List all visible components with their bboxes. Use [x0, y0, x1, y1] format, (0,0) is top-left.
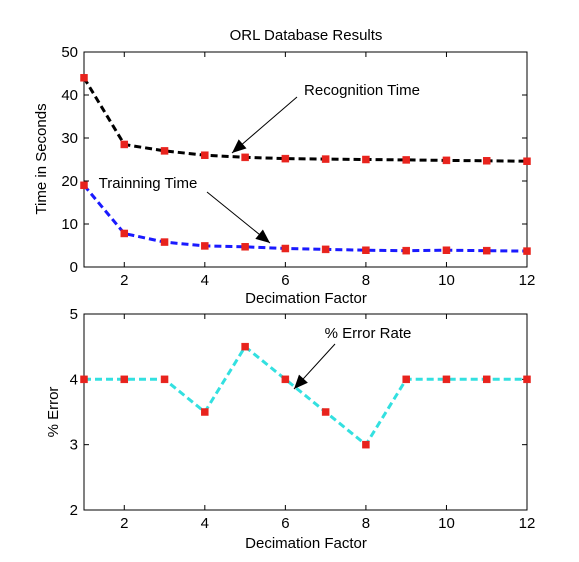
bottom-series-line-0 [84, 344, 527, 447]
top-series-line-0 [82, 77, 528, 163]
top-annotation-arrow-head [232, 139, 247, 153]
top-x-tick-label: 6 [281, 272, 289, 289]
bottom-x-axis: 2 4 6 8 10 12 [120, 314, 535, 532]
bottom-x-tick-label: 8 [362, 515, 370, 532]
bottom-series-0-point [482, 375, 491, 384]
chart-top: ORL Database Results 0 10 20 30 40 50 2 4 6 8 10 1… [33, 27, 535, 307]
chart-title: ORL Database Results [230, 27, 383, 44]
bottom-x-tick-label: 10 [438, 515, 455, 532]
top-series-0-point [120, 140, 129, 149]
bottom-series-0-point [120, 375, 129, 384]
bottom-series-0-point [160, 375, 169, 384]
top-annotation-arrow-line [231, 96, 298, 154]
top-y-axis-label: Time in Seconds [33, 103, 50, 214]
top-series-1-point [281, 244, 290, 253]
top-series-0-point [362, 155, 370, 164]
top-y-tick-label: 10 [61, 216, 78, 233]
bottom-x-tick-label: 4 [201, 515, 209, 532]
bottom-y-tick-label: 4 [70, 371, 78, 388]
bottom-series-0-point [362, 440, 370, 449]
bottom-series-0-point [402, 375, 410, 384]
bottom-series-0-point [80, 375, 88, 384]
top-y-tick-label: 20 [61, 173, 78, 190]
bottom-series-0-point [201, 408, 209, 416]
bottom-x-axis-label: Decimation Factor [245, 535, 367, 552]
top-series-0-point [160, 147, 169, 155]
bottom-series-0-point [241, 342, 249, 351]
top-x-tick-label: 10 [438, 272, 455, 289]
top-series-1-point [482, 246, 491, 255]
bottom-annotation-arrow-head [294, 374, 308, 389]
top-series-1-point [321, 245, 330, 254]
bottom-series-0-point [281, 375, 290, 384]
top-x-tick-label: 8 [362, 272, 370, 289]
top-series-0-point [482, 157, 491, 165]
top-series-0-point [201, 151, 209, 159]
top-annotation-label: Trainning Time [99, 175, 198, 192]
top-y-tick-label: 50 [61, 44, 78, 61]
bottom-series-0-point [321, 408, 330, 416]
bottom-series-0-point [523, 375, 531, 384]
bottom-y-axis: 2 3 4 5 [70, 306, 527, 519]
top-annotation-arrow-head [255, 229, 270, 243]
top-series-0-point [321, 155, 330, 163]
top-annotation-label: Recognition Time [304, 82, 420, 99]
top-series-0-point [281, 154, 290, 163]
top-series-1-point [402, 246, 410, 255]
top-series-1-point [160, 238, 169, 246]
bottom-series-0-point [442, 375, 451, 384]
bottom-x-tick-label: 2 [120, 515, 128, 532]
top-x-axis-label: Decimation Factor [245, 290, 367, 307]
top-series-1-point [362, 246, 370, 254]
top-series-0-point [80, 74, 88, 82]
top-y-axis: 0 10 20 30 40 50 [61, 44, 527, 276]
bottom-x-tick-label: 6 [281, 515, 289, 532]
top-series-0-point [523, 157, 531, 165]
top-series-1-point [80, 181, 88, 190]
top-x-tick-label: 4 [201, 272, 209, 289]
top-x-tick-label: 12 [519, 272, 536, 289]
top-y-tick-label: 0 [70, 259, 78, 276]
bottom-y-tick-label: 3 [70, 437, 78, 454]
top-series-0-point [442, 156, 451, 165]
top-series-0-point [402, 156, 410, 164]
bottom-annotations: % Error Rate [293, 325, 412, 390]
top-series-line-1 [82, 184, 528, 253]
bottom-plot-frame [83, 313, 528, 511]
top-series-1-point [201, 242, 209, 250]
top-annotations: Recognition Time Trainning Time [99, 82, 420, 244]
top-x-axis: 2 4 6 8 10 12 [120, 52, 535, 289]
top-series-0-point [241, 153, 249, 162]
top-series-1-point [442, 246, 451, 254]
top-series-group [80, 74, 531, 255]
top-y-tick-label: 40 [61, 87, 78, 104]
bottom-y-tick-label: 2 [70, 502, 78, 519]
bottom-y-axis-label: % Error [45, 387, 62, 438]
top-y-tick-label: 30 [61, 130, 78, 147]
top-series-1-point [241, 243, 249, 251]
bottom-y-tick-label: 5 [70, 306, 78, 323]
bottom-series-group [80, 342, 531, 449]
chart-bottom: 2 3 4 5 2 4 6 8 10 12 % Error Rate Decimation Fa… [45, 306, 535, 552]
top-x-tick-label: 2 [120, 272, 128, 289]
bottom-x-tick-label: 12 [519, 515, 536, 532]
top-series-1-point [120, 229, 129, 238]
top-series-1-point [523, 247, 531, 255]
bottom-annotation-label: % Error Rate [325, 325, 412, 342]
